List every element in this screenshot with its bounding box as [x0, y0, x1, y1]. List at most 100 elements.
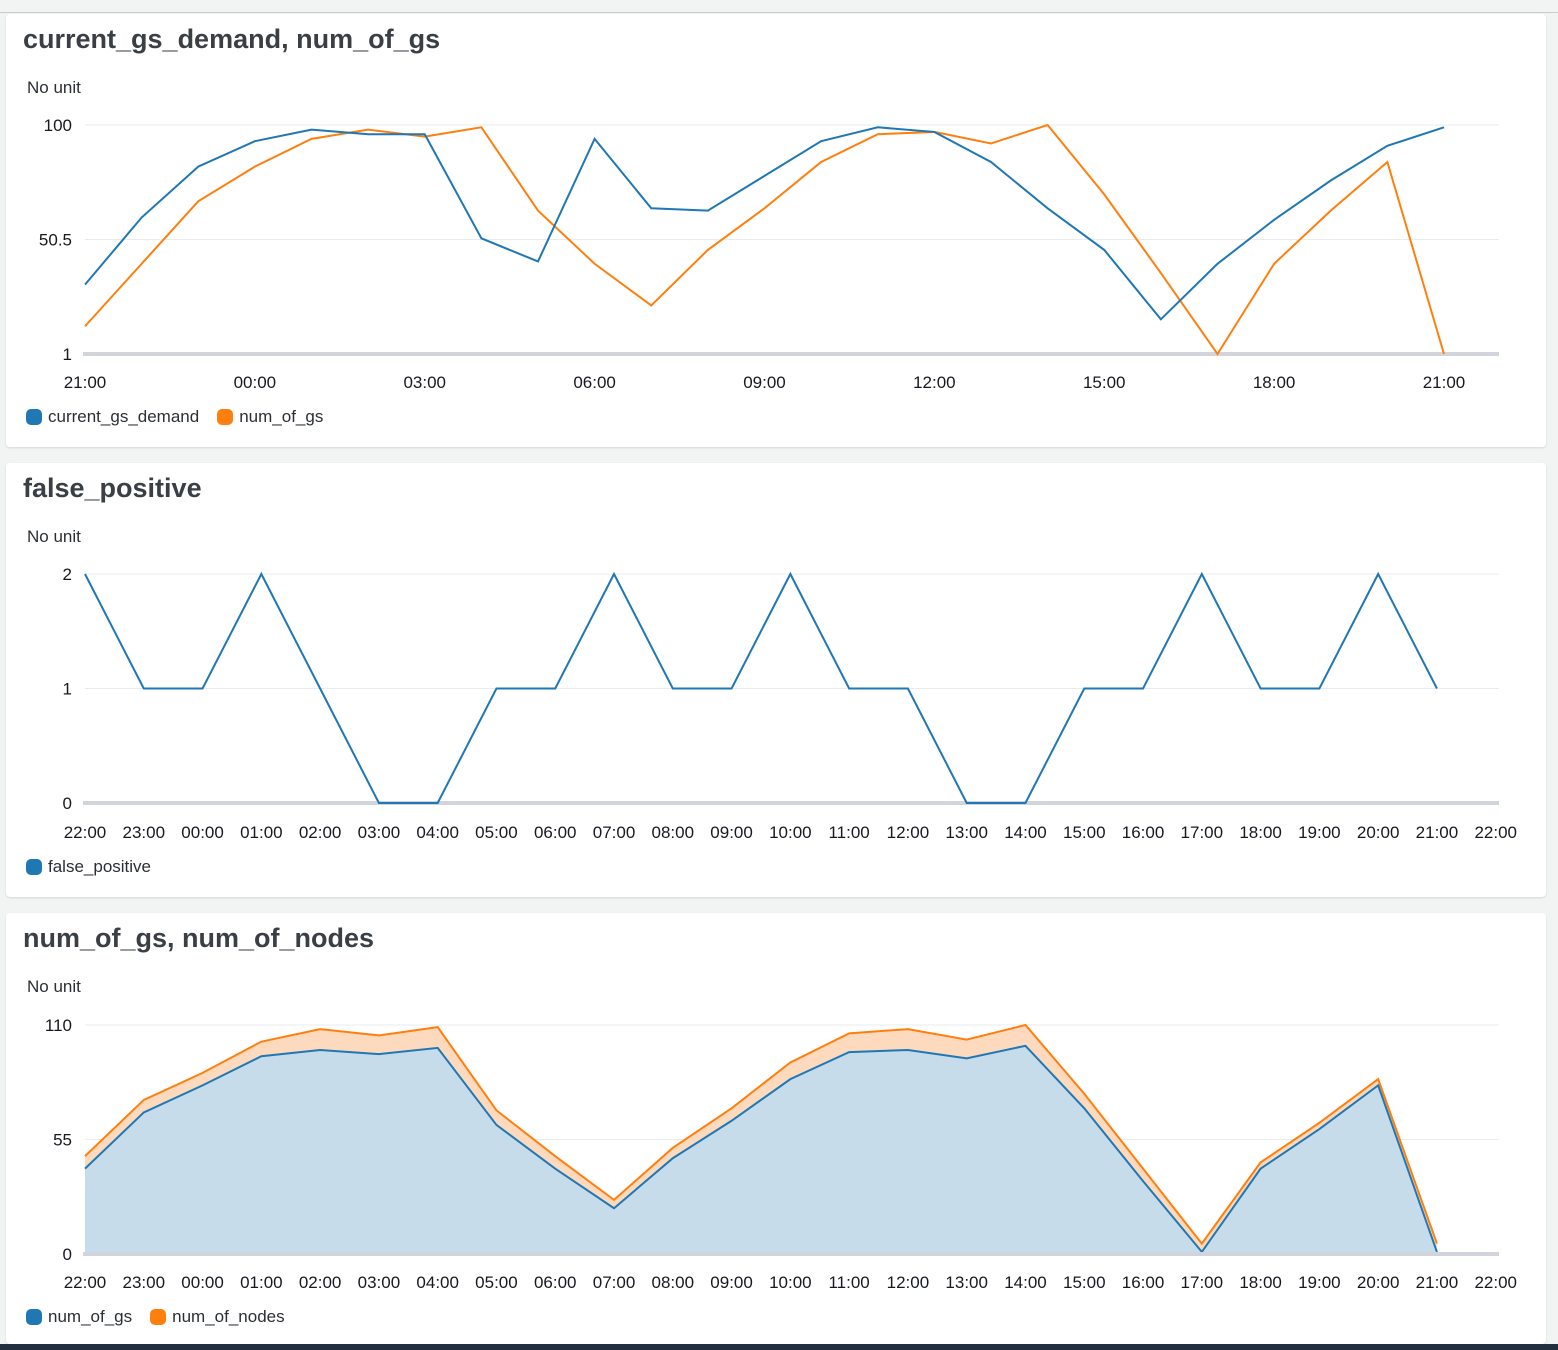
- line-chart-false-positive: 2 1 0 22:00 23:00 00:00 01:00 02:00 03:00 04:00 05…: [63, 565, 1517, 842]
- x-tick-label: 20:00: [1357, 823, 1400, 842]
- x-tick-label: 10:00: [769, 1273, 812, 1292]
- chart-panel-false-positive: false_positive No unit 2 1 0 22:00 23:00 00:0…: [6, 463, 1546, 897]
- legend-label: num_of_gs: [239, 407, 324, 426]
- x-tick-label: 16:00: [1122, 1273, 1165, 1292]
- x-tick-label: 01:00: [240, 823, 283, 842]
- x-tick-label: 18:00: [1239, 823, 1282, 842]
- x-tick-label: 03:00: [358, 823, 401, 842]
- top-divider: [0, 12, 1558, 13]
- x-tick-label: 02:00: [299, 823, 342, 842]
- legend-swatch: [26, 1309, 42, 1325]
- legend-swatch: [150, 1309, 167, 1325]
- x-tick-label: 09:00: [710, 823, 753, 842]
- x-tick-label: 22:00: [1474, 823, 1517, 842]
- unit-label: No unit: [27, 527, 81, 546]
- window-bottom-bar: [0, 1344, 1558, 1350]
- line-chart-demand: 100 50.5 1 21:00 00:00 03:00 06:00 09:00 12:00 15…: [39, 116, 1499, 392]
- series-line-num-of-nodes: [84, 1023, 1438, 1246]
- x-tick-label: 22:00: [1474, 1273, 1517, 1292]
- x-tick-label: 12:00: [887, 1273, 930, 1292]
- x-tick-label: 08:00: [652, 1273, 695, 1292]
- legend-item-num-of-gs[interactable]: num_of_gs: [26, 1307, 132, 1327]
- x-tick-label: 03:00: [358, 1273, 401, 1292]
- y-tick-label: 50.5: [39, 231, 72, 250]
- panel-title: num_of_gs, num_of_nodes: [23, 923, 375, 953]
- series-line-current-gs-demand: [84, 126, 1445, 321]
- unit-label: No unit: [27, 78, 81, 97]
- chart-legend: num_of_gs num_of_nodes: [26, 1307, 285, 1327]
- x-tick-label: 05:00: [475, 823, 518, 842]
- x-tick-label: 06:00: [573, 373, 616, 392]
- y-tick-label: 0: [63, 1245, 72, 1264]
- legend-item-current-gs-demand[interactable]: current_gs_demand: [26, 407, 199, 427]
- x-tick-label: 08:00: [652, 823, 695, 842]
- legend-label: false_positive: [48, 857, 152, 876]
- x-tick-label: 12:00: [887, 823, 930, 842]
- legend-item-num-of-gs[interactable]: num_of_gs: [217, 407, 323, 427]
- chart-legend: false_positive: [26, 857, 151, 877]
- legend-label: num_of_gs: [48, 1307, 133, 1326]
- x-tick-label: 16:00: [1122, 823, 1165, 842]
- y-tick-label: 2: [63, 565, 72, 584]
- x-tick-label: 15:00: [1063, 1273, 1106, 1292]
- y-tick-label: 110: [45, 1016, 72, 1035]
- x-tick-label: 02:00: [299, 1273, 342, 1292]
- area-num-of-gs: [85, 1045, 1437, 1254]
- legend-swatch: [26, 859, 42, 875]
- panel-title: false_positive: [23, 473, 202, 503]
- legend-item-false-positive[interactable]: false_positive: [26, 857, 151, 877]
- x-tick-label: 07:00: [593, 1273, 636, 1292]
- x-tick-label: 00:00: [181, 823, 224, 842]
- chart-legend: current_gs_demand num_of_gs: [26, 407, 323, 427]
- x-tick-label: 20:00: [1357, 1273, 1400, 1292]
- x-tick-label: 09:00: [743, 373, 786, 392]
- panel-title: current_gs_demand, num_of_gs: [23, 24, 441, 54]
- legend-swatch: [26, 409, 42, 425]
- x-tick-label: 00:00: [234, 373, 277, 392]
- x-tick-label: 22:00: [64, 1273, 107, 1292]
- x-tick-label: 09:00: [710, 1273, 753, 1292]
- x-tick-label: 10:00: [769, 823, 812, 842]
- x-tick-label: 21:00: [1423, 373, 1466, 392]
- x-tick-label: 17:00: [1181, 823, 1224, 842]
- x-tick-label: 17:00: [1181, 1273, 1224, 1292]
- x-tick-label: 04:00: [416, 1273, 459, 1292]
- x-tick-label: 06:00: [534, 1273, 577, 1292]
- y-tick-label: 55: [53, 1131, 72, 1150]
- x-tick-label: 00:00: [181, 1273, 224, 1292]
- x-tick-label: 11:00: [828, 1273, 869, 1292]
- series-line-num-of-gs: [84, 123, 1445, 356]
- y-tick-label: 100: [44, 116, 72, 135]
- x-tick-label: 18:00: [1253, 373, 1296, 392]
- x-tick-label: 21:00: [1416, 1273, 1459, 1292]
- x-tick-label: 04:00: [416, 823, 459, 842]
- x-tick-label: 07:00: [593, 823, 636, 842]
- area-chart-nodes: 110 55 0 22:00 23:00 00:00 01:00 02:00 03:00 04:0…: [45, 1016, 1517, 1292]
- x-tick-label: 19:00: [1298, 1273, 1341, 1292]
- y-tick-label: 1: [63, 345, 72, 364]
- x-tick-label: 23:00: [123, 1273, 166, 1292]
- x-tick-label: 14:00: [1004, 823, 1047, 842]
- series-line-false-positive: [84, 571, 1438, 804]
- legend-swatch: [217, 409, 234, 425]
- unit-label: No unit: [27, 977, 81, 996]
- x-tick-label: 01:00: [240, 1273, 283, 1292]
- chart-panel-demand: current_gs_demand, num_of_gs No unit 100…: [6, 14, 1546, 447]
- x-tick-label: 14:00: [1004, 1273, 1047, 1292]
- x-tick-label: 22:00: [64, 823, 107, 842]
- x-tick-label: 03:00: [403, 373, 446, 392]
- x-tick-label: 11:00: [828, 823, 869, 842]
- y-tick-label: 0: [63, 794, 72, 813]
- x-tick-label: 05:00: [475, 1273, 518, 1292]
- x-tick-label: 15:00: [1063, 823, 1106, 842]
- x-tick-label: 06:00: [534, 823, 577, 842]
- x-tick-label: 21:00: [1416, 823, 1459, 842]
- x-tick-label: 15:00: [1083, 373, 1126, 392]
- y-tick-label: 1: [63, 680, 72, 699]
- x-tick-label: 19:00: [1298, 823, 1341, 842]
- x-tick-label: 23:00: [123, 823, 166, 842]
- x-tick-label: 13:00: [945, 823, 988, 842]
- legend-item-num-of-nodes[interactable]: num_of_nodes: [150, 1307, 285, 1327]
- legend-label: num_of_nodes: [172, 1307, 285, 1326]
- x-tick-label: 12:00: [913, 373, 956, 392]
